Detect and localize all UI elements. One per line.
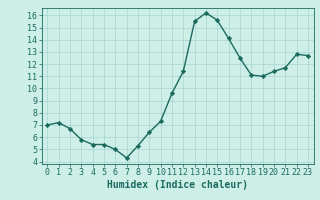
X-axis label: Humidex (Indice chaleur): Humidex (Indice chaleur): [107, 180, 248, 190]
